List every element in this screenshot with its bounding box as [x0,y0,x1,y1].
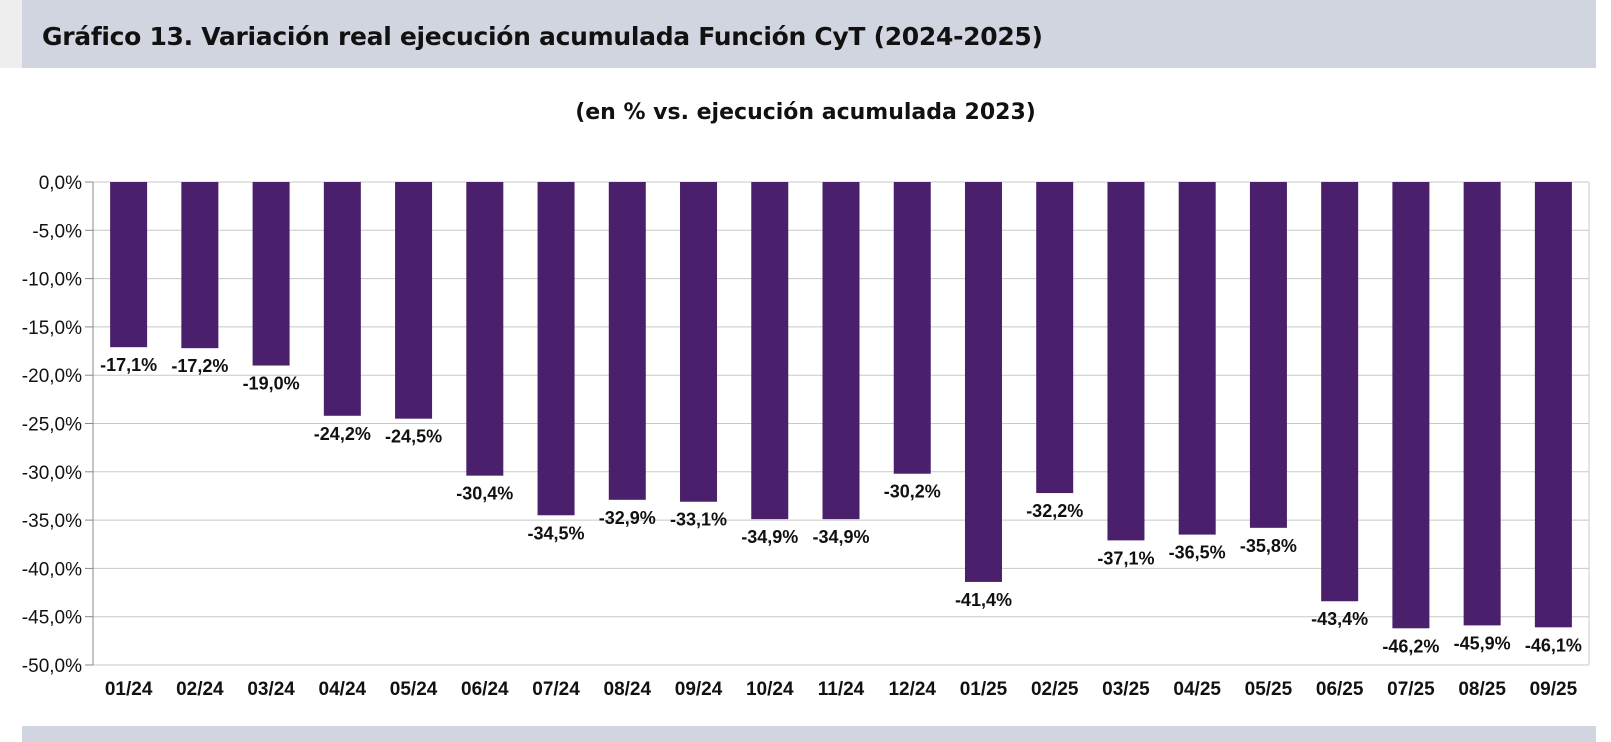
bar [680,182,718,502]
data-label: -41,4% [955,590,1012,610]
x-tick-label: 12/24 [888,679,936,700]
data-label: -32,2% [1026,501,1083,521]
bottom-band [22,726,1596,742]
chart-subtitle: (en % vs. ejecución acumulada 2023) [575,100,1036,125]
bar [964,182,1002,582]
bar [323,182,361,416]
bar [1463,182,1501,626]
x-tick-label: 02/25 [1031,679,1079,700]
x-tick-label: 10/24 [746,679,794,700]
bar [1249,182,1287,528]
bar [893,182,931,474]
y-tick-label: -10,0% [22,270,82,291]
data-label: -35,8% [1240,536,1297,556]
left-margin-strip [0,0,22,68]
y-tick-label: -20,0% [22,366,82,387]
data-label: -24,5% [385,427,442,447]
chart-title: Gráfico 13. Variación real ejecución acu… [42,22,1043,51]
bar [1107,182,1145,541]
bar [1178,182,1216,535]
data-label: -45,9% [1454,633,1511,653]
bar [466,182,504,476]
bar [751,182,789,520]
data-label: -34,9% [812,527,869,547]
data-label: -34,9% [741,527,798,547]
x-tick-label: 06/25 [1316,679,1364,700]
data-label: -37,1% [1097,548,1154,568]
bar [1036,182,1074,494]
x-tick-label: 08/24 [604,679,652,700]
y-tick-label: 0,0% [39,173,82,194]
bar [537,182,575,516]
x-tick-label: 04/24 [319,679,367,700]
x-tick-label: 05/24 [390,679,438,700]
y-tick-label: -15,0% [22,318,82,339]
y-tick-label: -5,0% [32,221,82,242]
bar [252,182,290,366]
label-layer: -17,1% -17,2% -19,0% -24,2% -24,5% -30,4% -34,… [100,355,1582,656]
data-label: -46,2% [1382,636,1439,656]
y-tick-label: -35,0% [22,511,82,532]
x-tick-label: 03/24 [247,679,295,700]
data-label: -24,2% [314,424,371,444]
data-label: -34,5% [528,523,585,543]
data-label: -30,2% [884,482,941,502]
title-band: Gráfico 13. Variación real ejecución acu… [22,0,1596,68]
bar [110,182,148,348]
x-tick-label: 09/25 [1530,679,1578,700]
bar [1321,182,1359,602]
bar [395,182,433,419]
data-label: -17,1% [100,355,157,375]
x-tick-label: 09/24 [675,679,723,700]
y-tick-label: -30,0% [22,463,82,484]
y-tick-label: -25,0% [22,415,82,436]
x-tick-label: 05/25 [1245,679,1293,700]
data-label: -17,2% [171,356,228,376]
x-tick-label: 01/24 [105,679,153,700]
bar [1392,182,1430,629]
x-tick-label: 02/24 [176,679,224,700]
data-label: -33,1% [670,510,727,530]
y-tick-label: -45,0% [22,608,82,629]
bar [822,182,860,520]
data-label: -30,4% [456,484,513,504]
y-tick-label: -50,0% [22,656,82,677]
data-label: -32,9% [599,508,656,528]
x-tick-label: 07/24 [532,679,580,700]
x-tick-label: 04/25 [1173,679,1221,700]
x-tick-label: 03/25 [1102,679,1150,700]
data-label: -19,0% [243,374,300,394]
bar-layer [110,182,1572,629]
x-tick-label: 06/24 [461,679,509,700]
data-label: -36,5% [1169,543,1226,563]
data-label: -46,1% [1525,635,1582,655]
bar [608,182,646,500]
data-label: -43,4% [1311,609,1368,629]
x-tick-label: 07/25 [1387,679,1435,700]
axis-layer: 0,0%-5,0%-10,0%-15,0%-20,0%-25,0%-30,0%-… [22,173,1590,700]
x-tick-label: 01/25 [960,679,1008,700]
x-tick-label: 11/24 [818,679,865,700]
x-tick-label: 08/25 [1458,679,1506,700]
y-tick-label: -40,0% [22,559,82,580]
bar [1534,182,1572,628]
bar [181,182,219,349]
